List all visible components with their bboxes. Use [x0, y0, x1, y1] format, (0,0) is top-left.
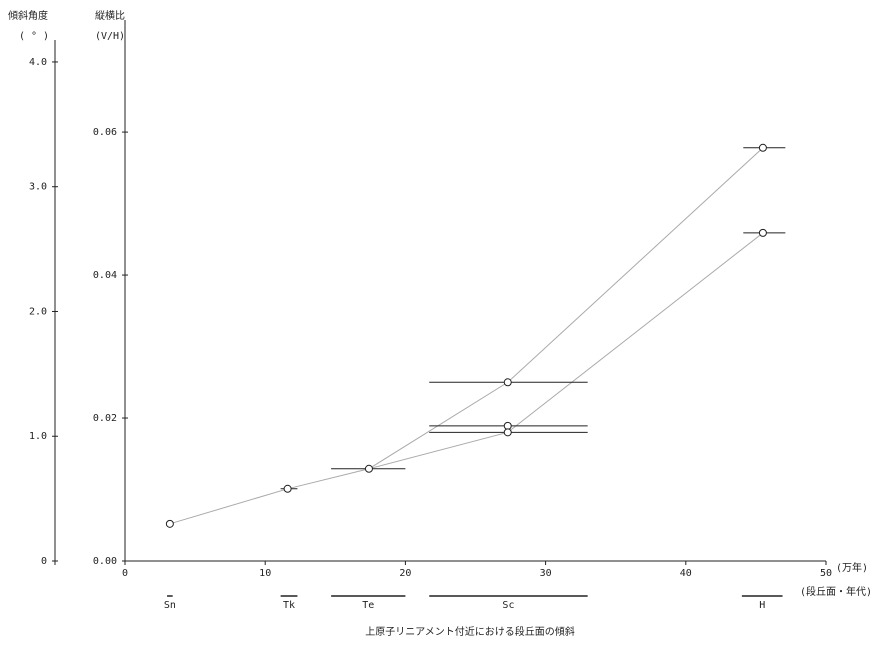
- tick-label: 0.00: [93, 556, 117, 567]
- stage-label: Sc: [502, 600, 514, 611]
- y-axis-unit: ( ° ): [19, 31, 49, 42]
- tick-label: 2.0: [29, 306, 47, 317]
- y2-axis-title: 縦横比: [95, 9, 125, 22]
- stage-label: Te: [362, 600, 374, 611]
- x-tick-label: 30: [540, 568, 552, 579]
- tick-label: 0.06: [93, 127, 117, 138]
- point: [283, 484, 292, 493]
- tick-label: 0.04: [93, 270, 117, 281]
- caption: 上原子リニアメント付近における段丘面の傾斜: [365, 625, 575, 638]
- point: [503, 378, 512, 387]
- tick-label: 3.0: [29, 182, 47, 193]
- x-tick-label: 0: [122, 568, 128, 579]
- x-tick-label: 50: [820, 568, 832, 579]
- point: [758, 228, 767, 237]
- x-tick-label: 10: [259, 568, 271, 579]
- tick-label: 0.02: [93, 413, 117, 424]
- point: [165, 519, 174, 528]
- tick-label: 4.0: [29, 57, 47, 68]
- stage-label: Sn: [164, 600, 176, 611]
- y2-axis-unit: (V/H): [95, 31, 125, 42]
- tick-label: 0: [41, 556, 47, 567]
- tick-label: 1.0: [29, 431, 47, 442]
- stage-axis-title: (段丘面・年代): [800, 585, 872, 598]
- stage-label: Tk: [283, 600, 295, 611]
- stage-label: H: [759, 600, 765, 611]
- point: [503, 428, 512, 437]
- y-axis-title: 傾斜角度: [8, 9, 48, 22]
- x-tick-label: 40: [680, 568, 692, 579]
- point: [364, 464, 373, 473]
- x-tick-label: 20: [399, 568, 411, 579]
- x-axis-unit: (万年): [836, 561, 868, 574]
- point: [758, 143, 767, 152]
- trend-line: [169, 147, 764, 525]
- trend-line: [368, 232, 764, 470]
